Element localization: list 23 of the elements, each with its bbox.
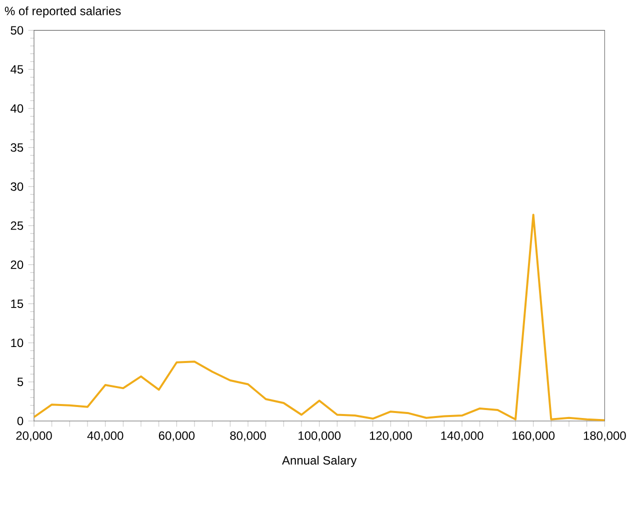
y-tick-label: 20 [10,260,24,269]
y-tick-label: 0 [17,416,24,426]
y-tick-label: 35 [10,143,24,152]
x-tick-label: 40,000 [87,431,124,442]
x-tick-label: 20,000 [16,431,52,442]
y-tick-label: 10 [11,338,24,348]
y-tick-label: 25 [10,221,24,230]
y-tick-label: 45 [10,65,24,74]
x-tick-label: 160,000 [512,431,555,442]
x-tick-label: 80,000 [230,431,266,442]
y-tick-label: 40 [10,104,24,113]
y-tick-label: 30 [10,182,24,191]
x-tick-label: 120,000 [370,431,412,442]
x-axis-title: Annual Salary [282,456,357,467]
y-axis-title: % of reported salaries [4,6,121,18]
x-tick-label: 100,000 [298,431,341,442]
line-series [34,214,605,421]
y-tick-label: 15 [11,300,24,308]
x-tick-label: 60,000 [158,431,195,442]
y-tick-label: 50 [10,26,24,35]
x-tick-label: 140,000 [441,431,484,442]
x-tick-label: 180,000 [584,431,626,442]
y-tick-label: 5 [17,378,24,386]
